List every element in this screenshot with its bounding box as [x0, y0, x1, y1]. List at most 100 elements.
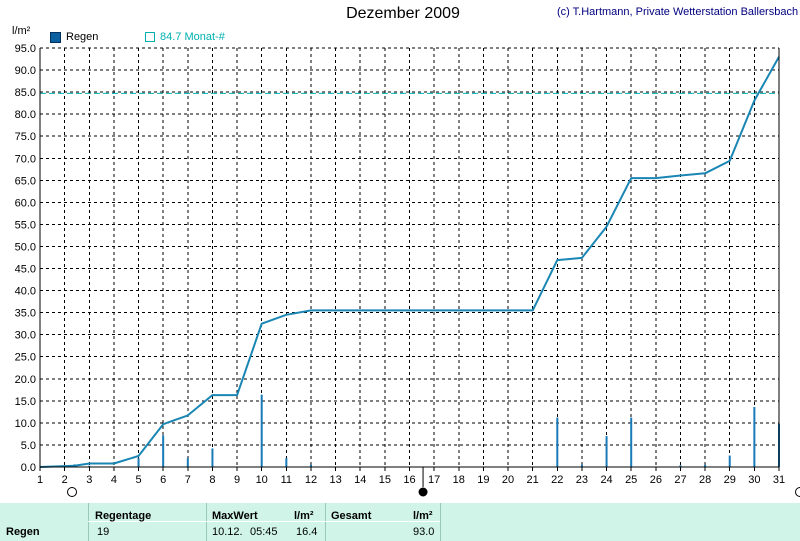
y-tick-label: 85.0	[15, 87, 36, 99]
y-tick-label: 75.0	[15, 131, 36, 143]
x-tick-label: 19	[477, 474, 489, 486]
x-tick-label: 10	[256, 474, 268, 486]
x-tick-label: 16	[403, 474, 415, 486]
rain-bar	[186, 458, 189, 467]
x-tick-label: 27	[674, 474, 686, 486]
x-tick-label: 21	[527, 474, 539, 486]
y-tick-label: 80.0	[15, 109, 36, 121]
full-moon-icon	[795, 487, 800, 497]
grid-layer	[40, 47, 779, 467]
new-moon-icon	[418, 487, 428, 497]
legend-monat: 84.7 Monat-#	[145, 31, 225, 43]
tick-labels-layer: 0.0 5.0 10.0 15.0 20.0 25.0 30.0 35.0 40.0 45.0 50…	[15, 43, 786, 486]
maxwert-date: 10.12.	[212, 526, 243, 538]
x-tick-label: 28	[699, 474, 711, 486]
rain-bar	[309, 464, 312, 467]
x-tick-label: 9	[234, 474, 240, 486]
y-tick-label: 60.0	[15, 197, 36, 209]
y-axis-unit-label: l/m²	[12, 25, 31, 37]
stats-row-label: Regen	[6, 526, 40, 538]
rain-bar	[260, 394, 263, 467]
x-tick-label: 4	[111, 474, 117, 486]
x-tick-label: 18	[453, 474, 465, 486]
rain-bar	[211, 448, 214, 467]
gesamt-value: 93.0	[413, 526, 435, 538]
table-separator	[440, 503, 441, 541]
y-tick-label: 35.0	[15, 308, 36, 320]
x-tick-label: 22	[551, 474, 563, 486]
x-tick-label: 7	[185, 474, 191, 486]
y-tick-label: 70.0	[15, 153, 36, 165]
y-tick-label: 20.0	[15, 374, 36, 386]
cumulative-line-layer	[39, 56, 780, 468]
legend-regen-swatch-icon	[50, 31, 61, 43]
rain-bar	[137, 458, 140, 467]
regentage-value: 19	[97, 526, 110, 538]
copyright-text: (c) T.Hartmann, Private Wetterstation Ba…	[557, 6, 799, 18]
chart-title: Dezember 2009	[346, 5, 460, 22]
y-tick-label: 0.0	[21, 462, 36, 474]
rain-bar	[88, 465, 91, 467]
x-tick-label: 20	[502, 474, 514, 486]
maxwert-value: 16.4	[296, 526, 318, 538]
y-tick-label: 25.0	[15, 352, 36, 364]
x-tick-label: 3	[86, 474, 92, 486]
rain-bar	[285, 458, 288, 467]
maxwert-unit: l/m²	[294, 510, 314, 522]
legend-regen-label: Regen	[66, 31, 99, 43]
x-tick-label: 2	[62, 474, 68, 486]
rain-bar	[679, 465, 682, 467]
x-tick-label: 23	[576, 474, 588, 486]
table-separator	[325, 503, 326, 541]
y-tick-label: 50.0	[15, 241, 36, 253]
y-tick-label: 90.0	[15, 65, 36, 77]
x-tick-label: 17	[428, 474, 440, 486]
x-tick-label: 26	[650, 474, 662, 486]
x-tick-label: 11	[281, 474, 292, 486]
x-tick-label: 14	[354, 474, 366, 486]
x-tick-label: 30	[748, 474, 760, 486]
x-tick-label: 25	[625, 474, 637, 486]
y-tick-label: 10.0	[15, 418, 36, 430]
y-tick-label: 45.0	[15, 264, 36, 276]
table-separator	[206, 503, 207, 541]
legend-regen: Regen	[50, 31, 98, 43]
regentage-header: Regentage	[95, 510, 152, 522]
rain-chart: 0.0 5.0 10.0 15.0 20.0 25.0 30.0 35.0 40.0 45.0 50…	[15, 43, 800, 497]
bars-layer	[73, 394, 780, 467]
x-tick-label: 29	[724, 474, 736, 486]
full-moon-icon	[67, 487, 78, 497]
table-row-divider	[88, 521, 440, 522]
rain-bar	[753, 407, 756, 467]
rain-bar	[162, 435, 165, 467]
y-tick-label: 55.0	[15, 219, 36, 231]
maxwert-time: 05:45	[250, 526, 278, 538]
stats-table: Regen Regentage 19 MaxWert l/m² 10.12. 0…	[0, 503, 800, 541]
y-tick-label: 5.0	[21, 440, 36, 452]
x-tick-label: 6	[160, 474, 166, 486]
axes-layer	[39, 48, 780, 471]
x-tick-label: 24	[600, 474, 612, 486]
marker-layer	[67, 467, 800, 497]
cumulative-rain-line	[39, 56, 780, 468]
x-tick-label: 5	[135, 474, 141, 486]
legend-monat-label: 84.7 Monat-#	[160, 31, 225, 43]
table-separator	[88, 503, 89, 541]
x-tick-label: 31	[773, 474, 785, 486]
legend-monat-swatch-icon	[145, 32, 155, 42]
rain-bar	[580, 464, 583, 467]
gesamt-unit: l/m²	[413, 510, 433, 522]
rain-bar	[605, 436, 608, 467]
maxwert-header: MaxWert	[212, 510, 258, 522]
rain-bar	[556, 417, 559, 467]
y-tick-label: 15.0	[15, 396, 36, 408]
y-tick-label: 65.0	[15, 175, 36, 187]
x-tick-label: 1	[37, 474, 43, 486]
rain-bar	[728, 455, 731, 467]
gesamt-header: Gesamt	[331, 510, 372, 522]
y-tick-label: 40.0	[15, 286, 36, 298]
x-tick-label: 12	[305, 474, 317, 486]
x-tick-label: 8	[209, 474, 215, 486]
x-tick-label: 15	[379, 474, 391, 486]
y-tick-label: 95.0	[15, 43, 36, 55]
